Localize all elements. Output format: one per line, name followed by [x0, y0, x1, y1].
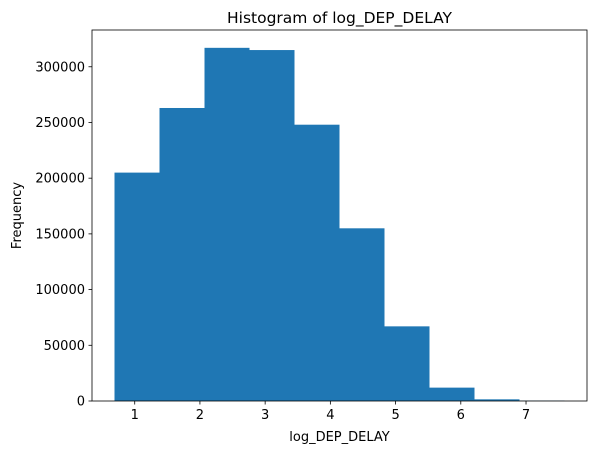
x-tick-label: 7: [522, 408, 530, 423]
y-tick-label: 50000: [44, 339, 85, 354]
x-tick-label: 3: [261, 408, 269, 423]
y-tick-label: 100000: [35, 283, 85, 298]
histogram-bar: [114, 172, 160, 401]
x-tick-label: 4: [326, 408, 334, 423]
x-axis-ticks: 1 2 3 4 5 6 7: [131, 401, 530, 423]
y-tick-label: 300000: [35, 60, 85, 75]
y-tick-label: 200000: [35, 172, 85, 187]
y-tick-label: 0: [77, 395, 85, 410]
histogram-bar: [429, 387, 475, 401]
histogram-bar: [384, 326, 430, 401]
x-tick-label: 2: [196, 408, 204, 423]
plot-frame: [91, 29, 588, 402]
histogram-bar: [339, 228, 385, 401]
x-tick-label: 5: [391, 408, 399, 423]
y-axis-ticks: 0 50000 100000 150000 200000 250000 300000: [35, 60, 92, 410]
histogram-bar: [474, 399, 520, 401]
histogram-bar: [159, 107, 205, 402]
bars-group: [114, 47, 565, 402]
x-axis-label: log_DEP_DELAY: [289, 430, 390, 445]
histogram-bar: [204, 47, 250, 401]
y-tick-label: 150000: [35, 227, 85, 242]
x-tick-label: 6: [457, 408, 465, 423]
y-tick-label: 250000: [35, 116, 85, 131]
x-tick-label: 1: [131, 408, 139, 423]
chart-title: Histogram of log_DEP_DELAY: [227, 9, 453, 28]
histogram-bar: [249, 50, 295, 402]
histogram-bar: [294, 124, 340, 401]
y-axis-label: Frequency: [10, 182, 25, 249]
